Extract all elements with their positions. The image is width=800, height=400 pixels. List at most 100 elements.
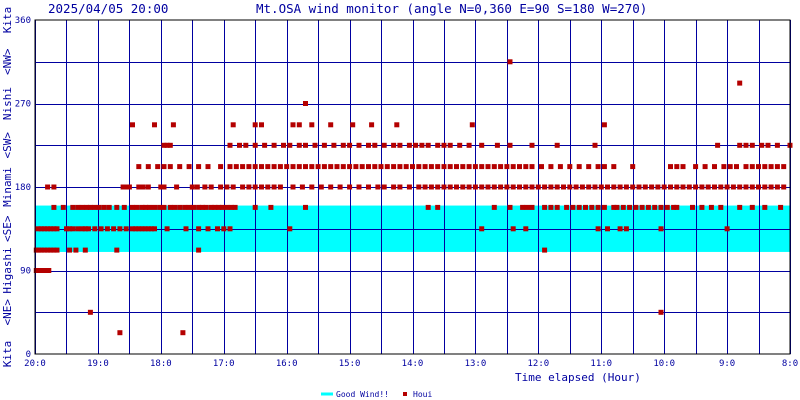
houi-point: [38, 247, 44, 253]
houi-point: [441, 142, 447, 148]
houi-point: [41, 226, 47, 232]
houi-point: [674, 204, 680, 210]
houi-point: [529, 184, 535, 190]
houi-point: [737, 80, 743, 86]
houi-point: [216, 204, 222, 210]
houi-point: [699, 204, 705, 210]
houi-point: [196, 204, 202, 210]
x-tick-label: 14:0: [402, 359, 424, 369]
houi-point: [191, 204, 196, 210]
houi-point: [680, 184, 686, 190]
houi-point: [220, 204, 225, 210]
houi-point: [756, 184, 761, 190]
houi-point: [123, 226, 129, 232]
houi-point: [114, 247, 120, 253]
y-tick-labels: 0 90 180 270 360: [15, 16, 31, 360]
houi-point: [73, 247, 79, 253]
houi-point: [237, 142, 242, 148]
houi-point: [601, 204, 607, 210]
houi-point: [75, 226, 81, 232]
houi-point: [101, 204, 107, 210]
houi-point: [730, 184, 736, 190]
houi-point: [167, 142, 173, 148]
houi-point: [457, 142, 463, 148]
houi-point: [721, 164, 727, 170]
houi-point: [633, 204, 639, 210]
houi-point: [353, 164, 359, 170]
houi-point: [686, 184, 692, 190]
houi-point: [416, 164, 422, 170]
houi-point: [535, 184, 541, 190]
houi-point: [595, 164, 601, 170]
houi-point: [303, 204, 308, 210]
houi-point: [498, 164, 504, 170]
houi-point: [48, 247, 54, 253]
houi-point: [350, 122, 356, 128]
houi-point: [605, 226, 610, 232]
houi-point: [75, 204, 81, 210]
houi-point: [620, 204, 626, 210]
houi-point: [161, 142, 167, 148]
houi-point: [611, 184, 617, 190]
direction-labels: Kita <NW> Nishi <SW> Minami <SE> Higashi <NE> Ki…: [1, 7, 14, 368]
houi-point: [658, 204, 664, 210]
x-tick-label: 19:0: [87, 359, 109, 369]
houi-point: [328, 122, 334, 128]
houi-point: [136, 226, 142, 232]
houi-point: [718, 204, 724, 210]
houi-point: [240, 164, 246, 170]
houi-point: [268, 204, 274, 210]
houi-point: [196, 247, 202, 253]
x-tick-label: 18:0: [150, 359, 172, 369]
houi-point: [435, 142, 441, 148]
houi-point: [252, 164, 258, 170]
houi-point: [510, 164, 516, 170]
houi-point: [117, 226, 123, 232]
houi-point: [111, 226, 117, 232]
houi-point: [649, 184, 655, 190]
houi-point: [469, 122, 475, 128]
houi-point: [87, 204, 93, 210]
houi-point: [479, 164, 485, 170]
houi-point: [712, 164, 717, 170]
direction-label: <NW>: [1, 48, 14, 75]
houi-point: [554, 204, 560, 210]
houi-point: [378, 164, 384, 170]
legend-houi-label: Houi: [413, 390, 432, 399]
houi-point: [86, 226, 91, 232]
houi-point: [51, 226, 57, 232]
houi-point: [114, 204, 120, 210]
houi-point: [617, 184, 623, 190]
houi-point: [419, 142, 425, 148]
houi-point: [564, 204, 570, 210]
houi-point: [48, 226, 54, 232]
houi-point: [441, 184, 447, 190]
houi-point: [183, 226, 189, 232]
x-axis-label: Time elapsed (Hour): [515, 371, 641, 384]
houi-point: [372, 142, 378, 148]
houi-point: [381, 142, 387, 148]
houi-point: [98, 226, 104, 232]
x-tick-label: 13:0: [465, 359, 487, 369]
houi-point: [84, 204, 90, 210]
houi-point: [145, 226, 151, 232]
houi-point: [136, 184, 142, 190]
houi-point: [136, 164, 142, 170]
houi-point: [375, 184, 381, 190]
legend-houi-swatch: [403, 392, 407, 396]
houi-point: [737, 184, 743, 190]
houi-point: [734, 164, 739, 170]
houi-point: [51, 247, 57, 253]
houi-point: [447, 184, 453, 190]
houi-point: [491, 164, 497, 170]
houi-point: [636, 184, 642, 190]
houi-point: [781, 164, 787, 170]
houi-point: [271, 142, 277, 148]
houi-point: [356, 184, 362, 190]
houi-point: [318, 184, 324, 190]
x-tick-label: 17:0: [213, 359, 235, 369]
x-tick-label: 16:0: [276, 359, 298, 369]
houi-point: [259, 122, 264, 128]
houi-point: [674, 184, 680, 190]
houi-point: [287, 142, 293, 148]
